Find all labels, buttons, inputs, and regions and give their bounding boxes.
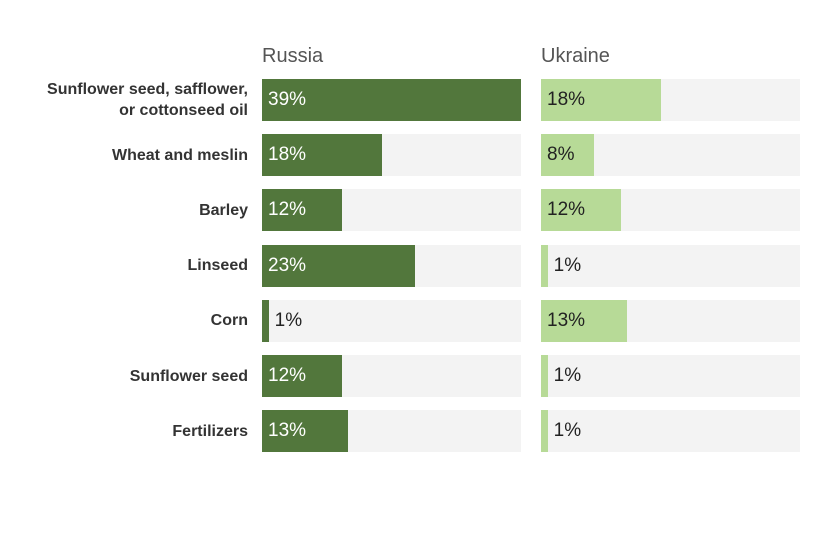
bar-track: 12% <box>262 189 521 232</box>
data-label: 18% <box>547 89 586 110</box>
bar-russia <box>262 79 521 121</box>
category-label: Barley <box>199 201 248 219</box>
bar-track: 12% <box>541 189 800 232</box>
category-label: Linseed <box>187 257 248 275</box>
data-label: 13% <box>547 309 586 331</box>
bar-ukraine <box>541 410 548 453</box>
data-label: 8% <box>547 144 575 166</box>
bar-track: 12% <box>262 355 521 397</box>
bar-ukraine <box>541 189 621 232</box>
bar-russia <box>262 355 342 397</box>
data-label: 1% <box>553 365 582 386</box>
data-label: 1% <box>274 309 303 331</box>
category-label: Sunflower seed, safflower, or cottonseed … <box>47 81 248 119</box>
bar-track: 1% <box>541 355 800 397</box>
bar-track: 13% <box>541 299 800 342</box>
bar-ukraine <box>541 134 595 177</box>
panel-title-russia: Russia <box>262 45 324 67</box>
bar-russia <box>262 410 349 453</box>
bar-ukraine <box>541 244 548 287</box>
panel-title-ukraine: Ukraine <box>541 45 610 67</box>
bar-track: 18% <box>262 134 521 177</box>
bar-russia <box>262 244 415 287</box>
data-label: 13% <box>268 420 307 442</box>
bar-track: 1% <box>541 410 800 453</box>
category-label: Fertilizers <box>172 422 248 440</box>
data-label: 39% <box>268 89 307 110</box>
data-label: 23% <box>268 254 307 276</box>
bar-russia <box>262 134 382 177</box>
data-label: 12% <box>547 199 586 221</box>
bar-track: 1% <box>541 244 800 287</box>
data-label: 12% <box>268 199 307 221</box>
data-label: 18% <box>268 144 307 166</box>
category-label: Sunflower seed <box>129 367 248 385</box>
bar-track: 23% <box>262 244 521 287</box>
data-label: 12% <box>268 365 307 386</box>
bar-ukraine <box>541 299 628 342</box>
bar-russia <box>262 189 342 232</box>
data-label: 1% <box>553 254 582 276</box>
data-label: 1% <box>553 420 582 442</box>
bar-russia <box>262 299 269 342</box>
category-label: Corn <box>210 312 248 330</box>
bar-track: 1% <box>262 299 521 342</box>
bar-track: 13% <box>262 410 521 453</box>
bar-track: 18% <box>541 79 800 121</box>
category-label: Wheat and meslin <box>111 146 248 164</box>
bar-track: 8% <box>541 134 800 177</box>
bar-track: 39% <box>262 79 521 121</box>
bar-ukraine <box>541 79 661 121</box>
bar-ukraine <box>541 355 548 397</box>
